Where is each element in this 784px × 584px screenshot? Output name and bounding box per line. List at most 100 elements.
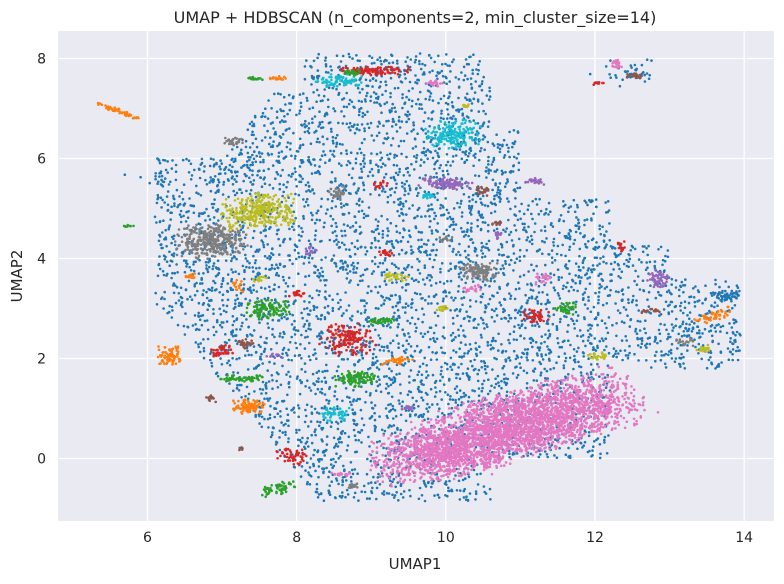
noise-point	[491, 178, 495, 182]
noise-point	[160, 206, 163, 209]
noise-point	[190, 298, 194, 302]
noise-point	[340, 164, 343, 167]
noise-point	[693, 300, 697, 304]
noise-point	[596, 362, 599, 366]
noise-point	[585, 246, 589, 249]
noise-point	[457, 398, 461, 401]
noise-point	[587, 335, 590, 339]
noise-point	[362, 212, 366, 216]
noise-point	[556, 337, 559, 340]
noise-point	[598, 456, 602, 460]
noise-point	[291, 262, 294, 266]
noise-point	[472, 119, 476, 122]
noise-point	[382, 141, 385, 145]
noise-point	[380, 345, 384, 349]
noise-point	[163, 237, 166, 241]
noise-point	[351, 408, 354, 412]
noise-point	[428, 98, 431, 101]
noise-point	[457, 334, 461, 337]
noise-point	[493, 280, 496, 283]
noise-point	[424, 485, 428, 488]
noise-point	[464, 96, 467, 99]
noise-point	[340, 110, 343, 113]
noise-point	[319, 158, 322, 161]
noise-point	[398, 300, 402, 304]
noise-point	[406, 56, 409, 59]
noise-point	[264, 391, 268, 395]
noise-point	[572, 391, 576, 394]
noise-point	[555, 456, 559, 460]
noise-point	[581, 298, 585, 302]
noise-point	[211, 267, 214, 271]
noise-point	[568, 237, 572, 241]
noise-point	[263, 115, 267, 118]
noise-point	[243, 277, 246, 281]
noise-point	[279, 108, 282, 111]
noise-point	[597, 274, 600, 278]
noise-point	[444, 291, 448, 294]
noise-point	[377, 368, 381, 371]
noise-point	[336, 427, 340, 431]
noise-point	[493, 197, 496, 201]
noise-point	[166, 311, 169, 315]
noise-point	[251, 236, 255, 240]
noise-point	[635, 283, 639, 287]
noise-point	[421, 320, 424, 324]
noise-point	[474, 174, 477, 177]
noise-point	[439, 207, 442, 210]
noise-point	[361, 181, 365, 184]
noise-point	[669, 351, 673, 355]
noise-point	[417, 230, 421, 234]
noise-point	[579, 269, 582, 272]
noise-point	[498, 150, 502, 154]
noise-point	[471, 241, 475, 244]
noise-point	[203, 319, 207, 323]
noise-point	[240, 166, 243, 169]
noise-point	[575, 300, 578, 304]
noise-point	[389, 152, 392, 156]
noise-point	[481, 123, 485, 126]
noise-point	[468, 343, 472, 346]
noise-point	[601, 279, 605, 282]
noise-point	[226, 154, 229, 158]
noise-point	[398, 402, 401, 405]
noise-point	[308, 466, 312, 469]
noise-point	[395, 491, 399, 494]
noise-point	[368, 170, 372, 174]
noise-point	[414, 308, 418, 312]
noise-point	[442, 383, 446, 386]
noise-point	[486, 246, 490, 250]
noise-point	[718, 285, 721, 289]
noise-point	[482, 75, 486, 79]
noise-point	[528, 296, 531, 300]
noise-point	[717, 365, 721, 368]
noise-point	[281, 168, 284, 172]
noise-point	[588, 282, 592, 286]
noise-point	[214, 274, 218, 278]
noise-point	[540, 335, 544, 338]
noise-point	[351, 57, 354, 60]
noise-point	[241, 321, 244, 325]
noise-point	[416, 214, 419, 218]
noise-point	[604, 386, 608, 390]
noise-point	[303, 256, 307, 260]
noise-point	[341, 491, 344, 494]
noise-point	[501, 144, 504, 148]
noise-point	[240, 148, 243, 152]
noise-point	[288, 127, 291, 130]
noise-point	[334, 205, 338, 208]
noise-point	[574, 224, 577, 227]
noise-point	[217, 268, 221, 271]
noise-point	[255, 145, 259, 149]
noise-point	[518, 186, 522, 189]
noise-point	[254, 415, 257, 418]
noise-point	[458, 389, 462, 392]
noise-point	[641, 245, 645, 248]
noise-point	[276, 400, 279, 404]
noise-point	[423, 459, 426, 462]
noise-point	[192, 260, 196, 264]
noise-point	[335, 369, 339, 373]
noise-point	[173, 271, 177, 275]
noise-point	[731, 358, 734, 362]
noise-point	[638, 288, 642, 291]
